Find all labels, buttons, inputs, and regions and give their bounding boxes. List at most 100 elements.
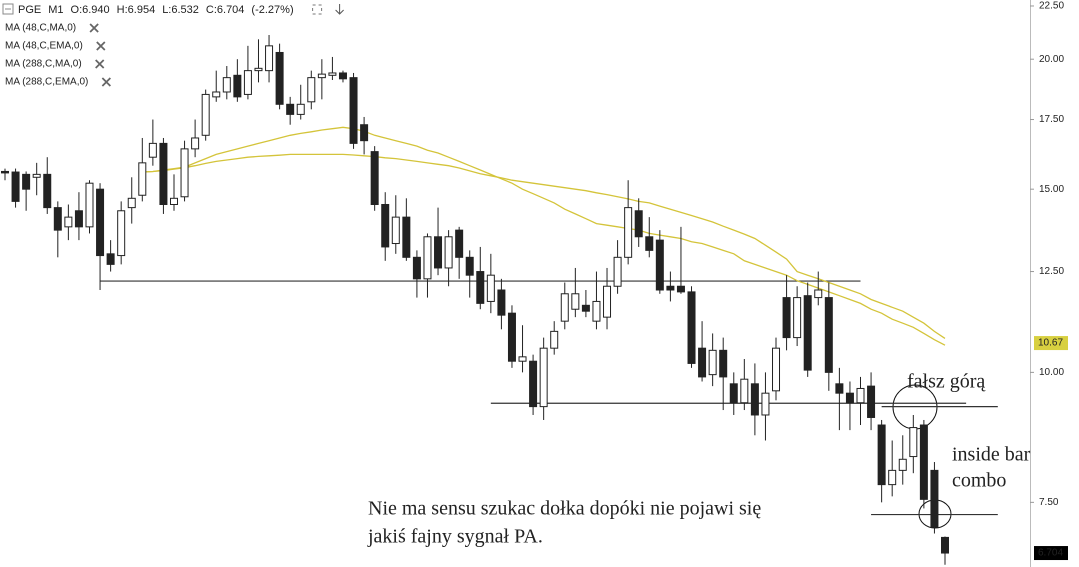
candle-body [412,256,421,280]
candle-body [159,142,168,205]
candle-body [486,274,495,302]
candle-body [317,73,326,79]
candle-body [275,51,284,105]
legend-entry: MA (48,C,MA,0) [5,23,76,34]
annotation: fałsz górą [907,371,986,393]
candle-body [96,188,105,257]
candle-body [307,77,316,103]
candle-body [930,469,939,528]
candle-body [550,330,559,349]
candle-body [233,74,242,98]
candle-body [581,304,590,312]
y-tick-label: 12.50 [1039,266,1064,277]
expand-icon[interactable] [312,4,323,15]
remove-indicator[interactable] [89,23,99,33]
candle-body [169,197,178,205]
header-field: O:6.940 [71,4,110,16]
down-arrow-icon[interactable] [335,4,344,15]
candle-body [740,378,749,404]
remove-indicator[interactable] [101,77,111,87]
candle-body [212,91,221,98]
remove-indicator[interactable] [95,59,105,69]
candle-body [634,210,643,238]
candle-body [729,383,738,404]
candle-body [941,536,949,554]
candle-body [423,236,432,280]
candle-body [465,256,474,276]
moving-average [142,126,946,346]
candle-body [782,297,791,339]
candle-body [85,182,94,228]
candle-body [645,236,654,251]
candle-body [138,162,147,196]
candle-body [64,216,73,228]
candle-body [624,207,633,258]
candle-body [391,216,400,245]
candle-body [43,173,52,209]
collapse-icon[interactable] [2,3,14,15]
candle-body [265,45,274,72]
y-tick-label: 17.50 [1039,114,1064,125]
candle-body [117,210,126,257]
collapse-box[interactable] [2,3,14,15]
candle-body [824,297,833,373]
annotation: combo [952,470,1006,492]
candle-body [698,347,707,378]
candle-body [402,216,411,258]
candle-body [74,210,83,228]
candle-body [898,458,907,471]
candle-body [243,70,252,95]
candle-body [22,173,31,190]
candle-body [201,93,210,136]
header-field: L:6.532 [162,4,199,16]
candle-body [191,137,200,150]
annotation: inside bar [952,444,1031,466]
candle-body [381,203,390,248]
candle-body [592,300,601,322]
candle-body [529,360,538,408]
moving-average [142,153,946,339]
candle-body [560,293,569,322]
annotation: Nie ma sensu szukac dołka dopóki nie poj… [368,498,761,520]
candle-body [877,424,886,486]
candle-body [835,383,844,394]
header-field: M1 [48,4,63,16]
candle-body [180,148,189,198]
candle-body [254,67,263,72]
candle-body [888,469,897,486]
y-tick-label: 15.00 [1039,184,1064,195]
header-field: C:6.704 [206,4,245,16]
header-field: PGE [18,4,41,16]
candle-body [338,72,347,80]
price-marker-label: 6.704 [1038,548,1063,559]
price-marker [1034,336,1068,351]
candle-body [571,293,580,310]
candle-body [687,291,696,364]
remove-indicator[interactable] [96,41,106,51]
candle-body [53,207,62,231]
annotation: jakiś fajny sygnał PA. [367,526,543,548]
y-tick-label: 20.00 [1039,54,1064,65]
header-field: H:6.954 [117,4,156,16]
candle-body [708,349,717,376]
legend-entry: MA (288,C,EMA,0) [5,77,88,88]
legend-entry: MA (288,C,MA,0) [5,59,82,70]
candle-body [455,229,464,258]
candle-body [666,285,675,291]
candle-body [444,236,453,269]
price-marker [1034,546,1068,561]
candle-body [803,295,812,371]
candle-body [476,271,485,304]
candle-body [539,347,548,408]
candle-body [222,77,231,93]
candle-body [32,173,41,178]
candle-body [761,392,770,416]
candle-body [676,285,685,293]
candle-body [613,256,622,287]
candle-body [518,356,527,362]
header-field: (-2.27%) [251,4,293,16]
candle-body [603,285,612,318]
y-tick-label: 22.50 [1039,1,1064,12]
